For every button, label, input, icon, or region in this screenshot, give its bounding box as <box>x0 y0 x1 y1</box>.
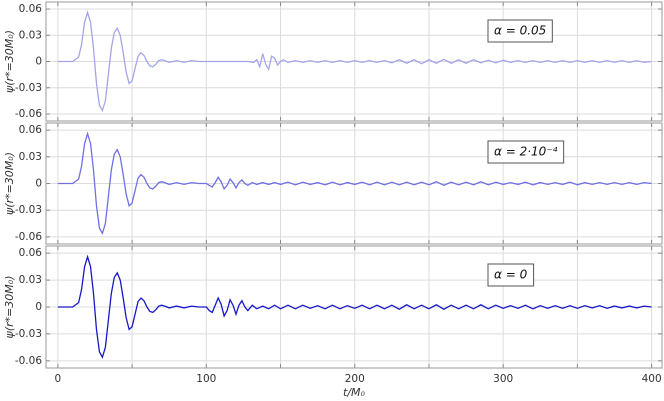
x-tick-label: 400 <box>642 373 662 385</box>
data-line <box>57 131 652 235</box>
annotation: α = 0 <box>494 268 528 282</box>
y-tick-label: 0.06 <box>19 3 43 15</box>
annotation: α = 2·10⁻⁴ <box>494 145 558 159</box>
y-tick-label: -0.06 <box>15 108 42 120</box>
y-tick-label: -0.03 <box>15 328 42 340</box>
x-tick-label: 200 <box>345 373 365 385</box>
plot-frame <box>45 1 663 122</box>
y-tick-label: -0.06 <box>15 231 42 243</box>
y-tick-label: 0 <box>35 178 42 190</box>
data-line <box>57 254 652 359</box>
x-tick-label: 100 <box>196 373 216 385</box>
annotation-box <box>487 263 535 287</box>
y-axis-label: ψ(r*=30M₀) <box>3 30 16 93</box>
y-axis-label: ψ(r*=30M₀) <box>3 276 16 339</box>
data-line <box>57 10 652 113</box>
y-tick-label: 0.06 <box>19 247 43 259</box>
y-axis-label: ψ(r*=30M₀) <box>3 152 16 215</box>
annotation: α = 0.05 <box>494 24 546 38</box>
x-tick-label: 0 <box>55 373 62 385</box>
y-tick-label: -0.03 <box>15 204 42 216</box>
y-tick-label: 0.03 <box>19 274 42 286</box>
plot-frame <box>45 245 663 369</box>
y-tick-label: 0.03 <box>19 151 42 163</box>
y-tick-label: 0 <box>35 301 42 313</box>
plot-frame <box>45 122 663 245</box>
x-axis-label: t/M₀ <box>343 386 366 399</box>
y-tick-label: 0 <box>35 56 42 68</box>
y-tick-label: -0.03 <box>15 82 42 94</box>
y-tick-label: 0.03 <box>19 29 42 41</box>
annotation-box <box>487 140 565 164</box>
annotation-box <box>487 19 553 43</box>
x-tick-label: 300 <box>493 373 513 385</box>
y-tick-label: -0.06 <box>15 355 42 367</box>
y-tick-label: 0.06 <box>19 124 43 136</box>
